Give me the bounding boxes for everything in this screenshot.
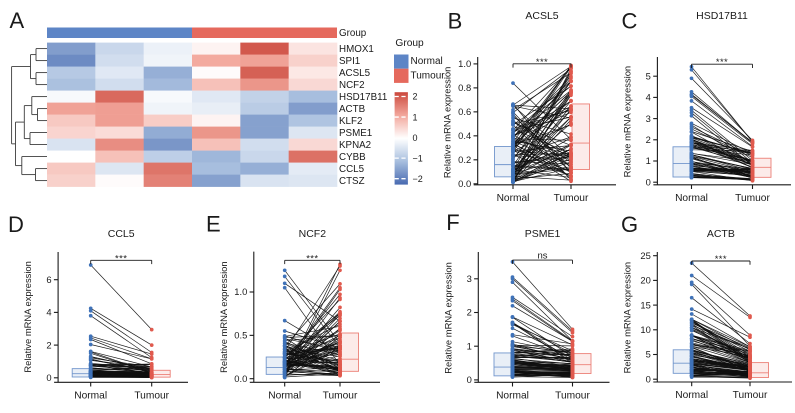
- svg-text:D: D: [8, 212, 24, 237]
- svg-text:PSME1: PSME1: [525, 228, 561, 240]
- svg-text:Normal: Normal: [497, 193, 530, 204]
- svg-text:***: ***: [306, 253, 318, 264]
- svg-text:20: 20: [640, 275, 650, 286]
- svg-text:ACTB: ACTB: [339, 104, 366, 115]
- svg-text:Tumour: Tumour: [733, 390, 768, 401]
- svg-text:Group: Group: [339, 28, 367, 39]
- svg-text:HMOX1: HMOX1: [339, 44, 374, 55]
- svg-text:A: A: [10, 8, 25, 33]
- svg-text:KPNA2: KPNA2: [339, 140, 371, 151]
- svg-text:Normal: Normal: [675, 390, 708, 401]
- svg-text:CCL5: CCL5: [339, 164, 365, 175]
- svg-text:HSD17B11: HSD17B11: [696, 10, 748, 22]
- svg-text:Tumour: Tumour: [554, 193, 589, 204]
- svg-text:Relative mRNA expression: Relative mRNA expression: [218, 261, 229, 373]
- svg-text:1.0: 1.0: [458, 58, 471, 69]
- svg-text:2: 2: [413, 92, 418, 102]
- svg-text:ns: ns: [537, 251, 547, 262]
- svg-text:F: F: [446, 210, 459, 235]
- svg-text:1: 1: [467, 340, 472, 351]
- svg-text:***: ***: [715, 254, 727, 265]
- svg-text:Normal: Normal: [496, 391, 529, 402]
- svg-text:Tumour: Tumour: [555, 391, 590, 402]
- svg-text:0: 0: [46, 372, 51, 383]
- svg-text:B: B: [448, 8, 463, 33]
- svg-text:HSD17B11: HSD17B11: [339, 92, 387, 103]
- svg-text:Normal: Normal: [675, 193, 708, 204]
- svg-text:25: 25: [640, 250, 650, 261]
- svg-text:Normal: Normal: [411, 56, 443, 67]
- svg-text:Tumour: Tumour: [411, 71, 446, 82]
- svg-text:0: 0: [467, 374, 472, 385]
- svg-text:1: 1: [646, 155, 651, 166]
- svg-text:KLF2: KLF2: [339, 116, 362, 127]
- svg-text:G: G: [621, 212, 638, 237]
- svg-text:E: E: [206, 212, 221, 237]
- svg-text:0.4: 0.4: [458, 130, 471, 141]
- svg-text:5: 5: [646, 70, 651, 81]
- svg-text:0.6: 0.6: [458, 106, 471, 117]
- svg-text:Relative mRNA expression: Relative mRNA expression: [22, 261, 33, 373]
- svg-text:3: 3: [646, 113, 651, 124]
- svg-text:0.5: 0.5: [234, 330, 247, 341]
- svg-text:1.0: 1.0: [234, 286, 247, 297]
- svg-text:***: ***: [536, 57, 548, 68]
- svg-text:0.8: 0.8: [458, 82, 471, 93]
- svg-text:4: 4: [646, 92, 651, 103]
- svg-text:Tumuor: Tumuor: [735, 193, 770, 204]
- svg-text:NCF2: NCF2: [339, 80, 365, 91]
- svg-text:3: 3: [467, 273, 472, 284]
- svg-text:0.2: 0.2: [458, 154, 471, 165]
- svg-text:4: 4: [46, 307, 51, 318]
- svg-text:10: 10: [640, 324, 650, 335]
- svg-text:ACSL5: ACSL5: [339, 68, 371, 79]
- svg-text:15: 15: [640, 299, 650, 310]
- svg-text:NCF2: NCF2: [299, 228, 327, 240]
- svg-text:0: 0: [413, 133, 418, 143]
- svg-text:2: 2: [467, 307, 472, 318]
- svg-text:CTSZ: CTSZ: [339, 176, 365, 187]
- svg-text:CCL5: CCL5: [108, 228, 135, 240]
- svg-text:0.0: 0.0: [234, 373, 247, 384]
- svg-text:SPI1: SPI1: [339, 56, 360, 67]
- svg-text:1: 1: [413, 112, 418, 122]
- svg-text:ACTB: ACTB: [707, 228, 735, 240]
- svg-text:CYBB: CYBB: [339, 152, 366, 163]
- svg-text:Normal: Normal: [268, 391, 301, 402]
- svg-text:2: 2: [646, 134, 651, 145]
- svg-text:Normal: Normal: [74, 391, 107, 402]
- svg-text:−1: −1: [413, 153, 423, 163]
- svg-text:2: 2: [46, 339, 51, 350]
- svg-text:***: ***: [716, 57, 728, 68]
- svg-text:Tumour: Tumour: [323, 391, 358, 402]
- svg-text:Group: Group: [395, 38, 424, 49]
- svg-text:5: 5: [646, 349, 651, 360]
- svg-text:Relative mRNA expression: Relative mRNA expression: [442, 262, 453, 374]
- svg-text:ACSL5: ACSL5: [525, 10, 558, 22]
- svg-text:Relative mRNA expression: Relative mRNA expression: [442, 67, 453, 179]
- svg-text:***: ***: [115, 253, 127, 264]
- svg-text:C: C: [622, 8, 638, 33]
- svg-text:PSME1: PSME1: [339, 128, 372, 139]
- svg-text:6: 6: [46, 274, 51, 285]
- svg-text:−2: −2: [413, 174, 423, 184]
- svg-text:Relative mRNA expression: Relative mRNA expression: [621, 262, 632, 374]
- svg-text:0.0: 0.0: [458, 178, 471, 189]
- svg-text:Tumour: Tumour: [134, 391, 169, 402]
- svg-text:Relative mRNA expression: Relative mRNA expression: [621, 66, 632, 178]
- svg-text:0: 0: [646, 176, 651, 187]
- svg-text:0: 0: [646, 373, 651, 384]
